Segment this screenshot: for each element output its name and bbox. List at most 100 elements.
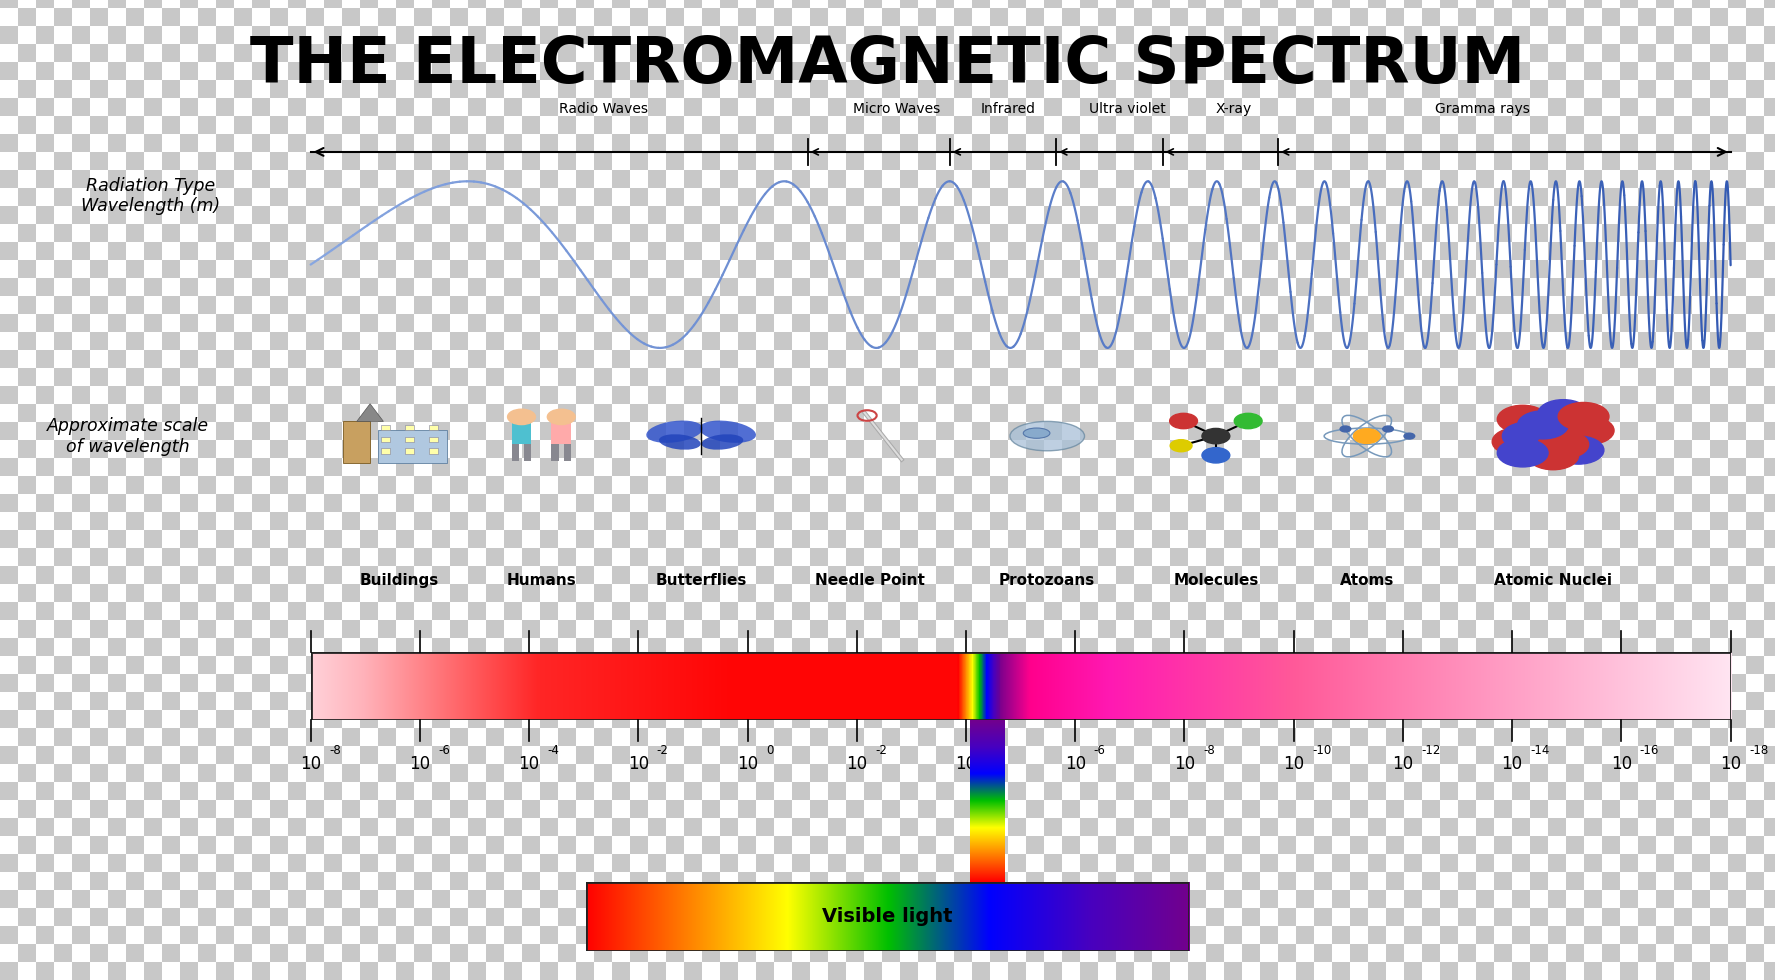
Bar — [1044, 332, 1061, 350]
Bar — [953, 872, 973, 890]
Bar — [990, 692, 1008, 710]
Bar — [73, 26, 91, 44]
Bar — [504, 440, 522, 458]
Bar — [1170, 332, 1187, 350]
Bar — [91, 602, 108, 620]
Bar — [630, 764, 648, 782]
Bar — [577, 494, 595, 512]
Bar — [540, 368, 557, 386]
Bar — [1477, 818, 1495, 836]
Bar — [774, 440, 792, 458]
Bar — [918, 206, 935, 224]
Bar — [1061, 206, 1079, 224]
Bar — [396, 854, 414, 872]
Bar — [1242, 494, 1260, 512]
Bar — [522, 926, 540, 944]
Bar — [1729, 296, 1747, 314]
Bar — [199, 386, 217, 404]
Bar — [1583, 332, 1603, 350]
Bar — [721, 836, 738, 854]
Bar — [1044, 152, 1061, 170]
Bar — [990, 854, 1008, 872]
Bar — [1205, 422, 1225, 440]
Bar — [683, 98, 701, 116]
Bar — [1566, 188, 1583, 206]
Bar — [378, 674, 396, 692]
Bar — [396, 962, 414, 980]
Bar — [1386, 440, 1404, 458]
Bar — [595, 206, 612, 224]
Bar — [1764, 854, 1775, 872]
Bar — [666, 296, 683, 314]
Bar — [847, 26, 864, 44]
Bar — [1205, 62, 1225, 80]
Bar — [1674, 818, 1692, 836]
Bar — [1638, 764, 1656, 782]
Bar — [1242, 476, 1260, 494]
Bar — [73, 584, 91, 602]
Bar — [1170, 746, 1187, 764]
Bar — [469, 602, 486, 620]
Bar — [1079, 512, 1099, 530]
Bar — [1187, 890, 1205, 908]
Bar — [252, 440, 270, 458]
Bar — [990, 476, 1008, 494]
Bar — [577, 350, 595, 368]
Bar — [953, 602, 973, 620]
Bar — [414, 44, 431, 62]
Bar — [91, 314, 108, 332]
Bar — [540, 314, 557, 332]
Bar — [1674, 458, 1692, 476]
Bar — [648, 242, 666, 260]
Bar — [577, 116, 595, 134]
Bar — [721, 368, 738, 386]
Bar — [557, 242, 577, 260]
Bar — [918, 926, 935, 944]
Bar — [414, 566, 431, 584]
Bar — [1314, 332, 1331, 350]
Bar — [1729, 206, 1747, 224]
Bar — [827, 8, 847, 26]
Bar — [126, 368, 144, 386]
Bar — [1242, 44, 1260, 62]
Bar — [827, 764, 847, 782]
Bar — [648, 116, 666, 134]
Bar — [973, 44, 990, 62]
Bar — [1692, 278, 1709, 296]
Bar — [126, 80, 144, 98]
Bar — [1548, 962, 1566, 980]
Bar — [1583, 602, 1603, 620]
Bar — [270, 386, 288, 404]
Bar — [1566, 764, 1583, 782]
Bar — [1152, 944, 1170, 962]
Bar — [1747, 818, 1764, 836]
Bar — [900, 440, 918, 458]
Bar — [1061, 728, 1079, 746]
Bar — [1512, 674, 1530, 692]
Bar — [847, 710, 864, 728]
Bar — [900, 350, 918, 368]
Bar — [557, 458, 577, 476]
Bar — [792, 386, 809, 404]
Bar — [1242, 674, 1260, 692]
Bar — [864, 224, 882, 242]
Bar — [648, 602, 666, 620]
Bar — [1026, 908, 1044, 926]
Bar — [1225, 494, 1242, 512]
Bar — [683, 134, 701, 152]
Bar — [1044, 746, 1061, 764]
Bar — [73, 710, 91, 728]
Bar — [234, 944, 252, 962]
Bar — [1638, 8, 1656, 26]
Bar — [1026, 836, 1044, 854]
Bar — [973, 386, 990, 404]
Bar — [1530, 530, 1548, 548]
Bar — [108, 152, 126, 170]
Bar — [325, 26, 343, 44]
Bar — [1008, 80, 1026, 98]
Bar — [595, 422, 612, 440]
Bar — [666, 674, 683, 692]
Bar — [1422, 188, 1440, 206]
Bar — [595, 80, 612, 98]
Bar — [1457, 908, 1477, 926]
